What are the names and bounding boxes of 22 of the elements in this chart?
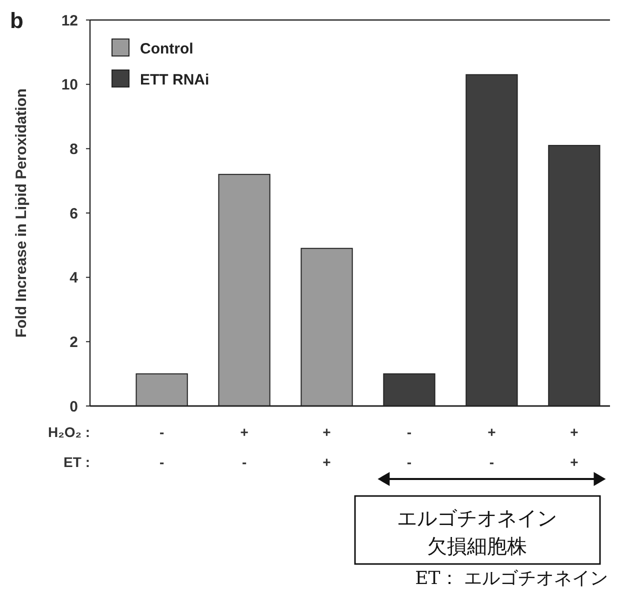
y-tick-label: 2 (70, 334, 78, 351)
legend-label: Control (140, 40, 194, 58)
text: b (10, 8, 24, 33)
x-tick-label: - - (406, 424, 412, 470)
x-tick-label: + + (322, 424, 331, 470)
y-tick-label: 12 (61, 12, 78, 30)
y-tick-label: 0 (70, 398, 78, 416)
x-tick-label: + - (240, 424, 248, 470)
text: ET： エルゴチオネイン (415, 568, 608, 589)
y-tick-label: 6 (70, 205, 78, 222)
x-tick-label: - - (159, 424, 164, 470)
y-tick-label: 8 (70, 140, 78, 158)
text: H₂O₂ : (48, 424, 90, 440)
y-tick-label: 10 (61, 76, 78, 94)
text: 欠損細胞株 (427, 534, 527, 558)
text: ET : (64, 454, 90, 470)
y-axis-title: Fold Increase in Lipid Peroxidation (13, 88, 30, 338)
y-tick-label: 4 (70, 270, 79, 287)
legend-label: ETT RNAi (140, 71, 210, 88)
x-tick-label: + - (488, 424, 496, 470)
text: エルゴチオネイン (397, 506, 557, 530)
x-tick-label: + + (570, 424, 578, 470)
